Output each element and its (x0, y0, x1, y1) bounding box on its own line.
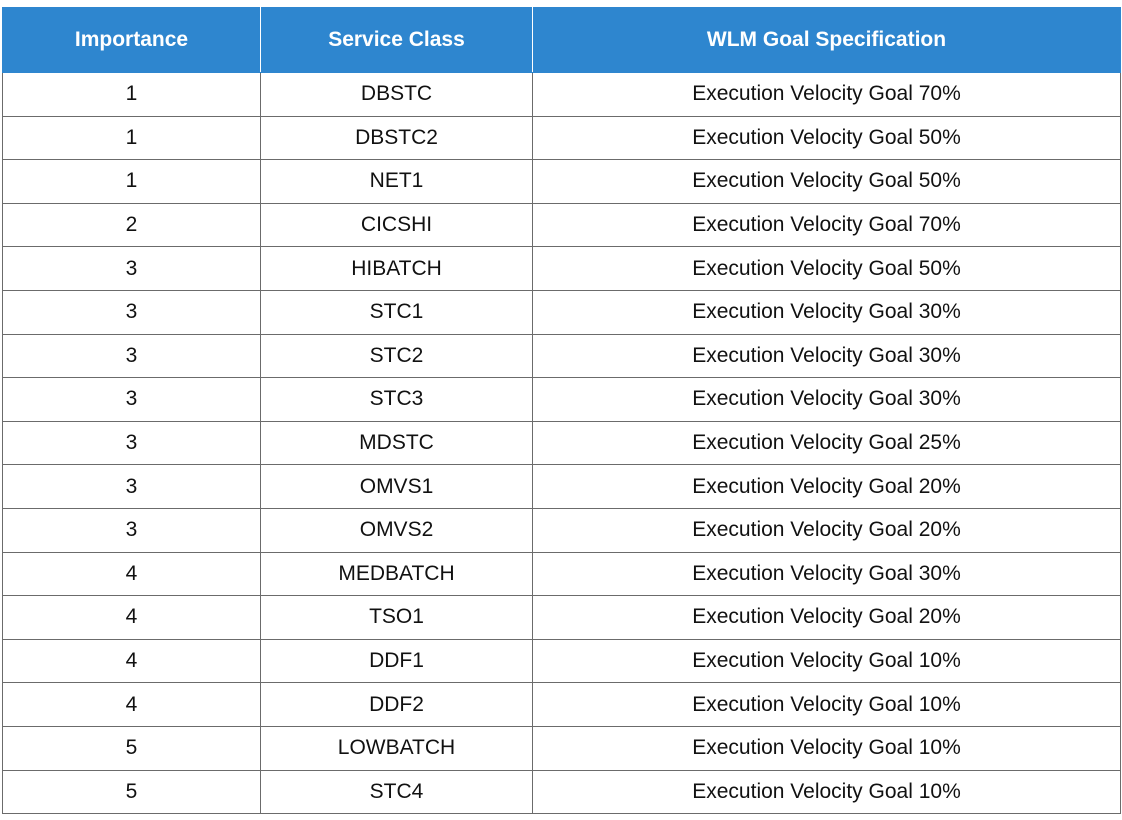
importance-cell: 4 (2, 595, 261, 640)
table-row: 3 HIBATCH Execution Velocity Goal 50% (2, 246, 1121, 291)
goal-cell: Execution Velocity Goal 10% (532, 682, 1121, 727)
importance-cell: 1 (2, 72, 261, 117)
service-class-cell: DBSTC (260, 72, 533, 117)
goal-cell: Execution Velocity Goal 25% (532, 420, 1121, 466)
importance-cell: 3 (2, 377, 261, 422)
wlm-goal-table: Importance Service Class WLM Goal Specif… (2, 7, 1121, 815)
table-row: 3 STC2 Execution Velocity Goal 30% (2, 333, 1121, 379)
service-class-cell: DDF1 (260, 638, 533, 684)
service-class-cell: STC1 (260, 289, 533, 335)
goal-cell: Execution Velocity Goal 30% (532, 333, 1121, 379)
table-row: 1 DBSTC2 Execution Velocity Goal 50% (2, 115, 1121, 161)
importance-cell: 3 (2, 246, 261, 291)
service-class-cell: LOWBATCH (260, 725, 533, 771)
service-class-cell: MDSTC (260, 420, 533, 466)
importance-cell: 3 (2, 289, 261, 335)
goal-cell: Execution Velocity Goal 10% (532, 638, 1121, 684)
goal-cell: Execution Velocity Goal 30% (532, 289, 1121, 335)
importance-cell: 5 (2, 769, 261, 815)
goal-cell: Execution Velocity Goal 20% (532, 507, 1121, 553)
importance-cell: 3 (2, 464, 261, 509)
wlm-goal-table-container: Importance Service Class WLM Goal Specif… (2, 7, 1121, 815)
goal-cell: Execution Velocity Goal 70% (532, 72, 1121, 117)
service-class-cell: STC4 (260, 769, 533, 815)
importance-cell: 3 (2, 420, 261, 466)
service-class-cell: OMVS2 (260, 507, 533, 553)
header-goal-specification: WLM Goal Specification (532, 7, 1121, 73)
header-service-class: Service Class (260, 7, 533, 73)
goal-cell: Execution Velocity Goal 50% (532, 159, 1121, 204)
table-row: 5 LOWBATCH Execution Velocity Goal 10% (2, 725, 1121, 771)
goal-cell: Execution Velocity Goal 20% (532, 595, 1121, 640)
table-body: 1 DBSTC Execution Velocity Goal 70% 1 DBSTC… (2, 72, 1121, 815)
service-class-cell: DBSTC2 (260, 115, 533, 161)
importance-cell: 4 (2, 682, 261, 727)
goal-cell: Execution Velocity Goal 10% (532, 769, 1121, 815)
goal-cell: Execution Velocity Goal 30% (532, 551, 1121, 597)
goal-cell: Execution Velocity Goal 10% (532, 725, 1121, 771)
importance-cell: 4 (2, 638, 261, 684)
service-class-cell: STC2 (260, 333, 533, 379)
table-row: 1 DBSTC Execution Velocity Goal 70% (2, 72, 1121, 117)
importance-cell: 5 (2, 725, 261, 771)
table-header: Importance Service Class WLM Goal Specif… (2, 7, 1121, 73)
service-class-cell: HIBATCH (260, 246, 533, 291)
table-row: 4 DDF1 Execution Velocity Goal 10% (2, 638, 1121, 684)
importance-cell: 3 (2, 507, 261, 553)
service-class-cell: MEDBATCH (260, 551, 533, 597)
importance-cell: 4 (2, 551, 261, 597)
service-class-cell: STC3 (260, 377, 533, 422)
table-row: 4 MEDBATCH Execution Velocity Goal 30% (2, 551, 1121, 597)
header-importance: Importance (2, 7, 261, 73)
goal-cell: Execution Velocity Goal 50% (532, 246, 1121, 291)
table-row: 5 STC4 Execution Velocity Goal 10% (2, 769, 1121, 815)
header-row: Importance Service Class WLM Goal Specif… (2, 7, 1121, 73)
importance-cell: 1 (2, 159, 261, 204)
table-row: 3 STC3 Execution Velocity Goal 30% (2, 377, 1121, 422)
importance-cell: 2 (2, 202, 261, 248)
goal-cell: Execution Velocity Goal 30% (532, 377, 1121, 422)
table-row: 4 DDF2 Execution Velocity Goal 10% (2, 682, 1121, 727)
service-class-cell: DDF2 (260, 682, 533, 727)
service-class-cell: NET1 (260, 159, 533, 204)
table-row: 3 OMVS2 Execution Velocity Goal 20% (2, 507, 1121, 553)
table-row: 4 TSO1 Execution Velocity Goal 20% (2, 595, 1121, 640)
service-class-cell: CICSHI (260, 202, 533, 248)
table-row: 3 OMVS1 Execution Velocity Goal 20% (2, 464, 1121, 509)
importance-cell: 3 (2, 333, 261, 379)
table-row: 2 CICSHI Execution Velocity Goal 70% (2, 202, 1121, 248)
importance-cell: 1 (2, 115, 261, 161)
table-row: 3 MDSTC Execution Velocity Goal 25% (2, 420, 1121, 466)
goal-cell: Execution Velocity Goal 20% (532, 464, 1121, 509)
service-class-cell: OMVS1 (260, 464, 533, 509)
goal-cell: Execution Velocity Goal 70% (532, 202, 1121, 248)
table-row: 3 STC1 Execution Velocity Goal 30% (2, 289, 1121, 335)
goal-cell: Execution Velocity Goal 50% (532, 115, 1121, 161)
table-row: 1 NET1 Execution Velocity Goal 50% (2, 159, 1121, 204)
service-class-cell: TSO1 (260, 595, 533, 640)
